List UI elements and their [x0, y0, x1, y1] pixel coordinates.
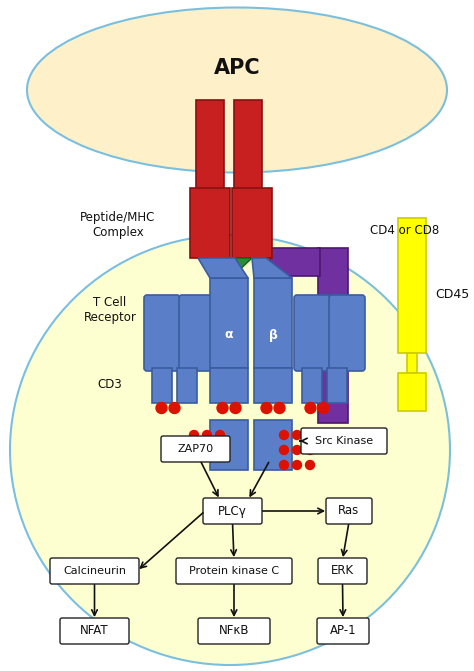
- Text: ERK: ERK: [331, 564, 354, 578]
- Bar: [398, 218, 426, 353]
- Circle shape: [318, 403, 329, 413]
- Circle shape: [292, 431, 301, 440]
- FancyBboxPatch shape: [60, 618, 129, 644]
- Text: CD45: CD45: [435, 289, 469, 301]
- Polygon shape: [210, 258, 252, 278]
- Bar: [232, 188, 272, 258]
- Bar: [210, 420, 248, 470]
- Text: PLCγ: PLCγ: [218, 505, 247, 517]
- Text: NFAT: NFAT: [80, 625, 109, 637]
- Text: APC: APC: [214, 58, 260, 78]
- Circle shape: [217, 403, 228, 413]
- FancyBboxPatch shape: [329, 295, 365, 371]
- Text: Protein kinase C: Protein kinase C: [189, 566, 279, 576]
- Circle shape: [306, 460, 315, 470]
- FancyBboxPatch shape: [179, 295, 215, 371]
- Bar: [407, 353, 417, 373]
- Circle shape: [292, 460, 301, 470]
- Bar: [210, 368, 248, 403]
- Polygon shape: [252, 258, 292, 278]
- Text: Peptide/MHC
Complex: Peptide/MHC Complex: [80, 211, 155, 239]
- FancyBboxPatch shape: [176, 558, 292, 584]
- FancyBboxPatch shape: [203, 498, 262, 524]
- Bar: [196, 100, 224, 190]
- Circle shape: [306, 446, 315, 454]
- Text: Calcineurin: Calcineurin: [63, 566, 126, 576]
- Bar: [254, 420, 292, 470]
- Text: ZAP70: ZAP70: [177, 444, 214, 454]
- Bar: [152, 368, 172, 403]
- Circle shape: [306, 431, 315, 440]
- Circle shape: [216, 431, 225, 440]
- FancyBboxPatch shape: [161, 436, 230, 462]
- Bar: [398, 373, 426, 411]
- FancyBboxPatch shape: [326, 498, 372, 524]
- Text: CD4 or CD8: CD4 or CD8: [370, 223, 439, 236]
- Circle shape: [280, 446, 289, 454]
- Bar: [254, 368, 292, 403]
- Text: Src Kinase: Src Kinase: [315, 436, 373, 446]
- Text: Ras: Ras: [338, 505, 360, 517]
- Bar: [254, 278, 292, 368]
- Text: T Cell
Receptor: T Cell Receptor: [83, 296, 137, 324]
- Circle shape: [280, 431, 289, 440]
- Circle shape: [230, 403, 241, 413]
- Text: β: β: [269, 329, 277, 342]
- Circle shape: [202, 431, 211, 440]
- Bar: [270, 248, 320, 276]
- FancyBboxPatch shape: [50, 558, 139, 584]
- Bar: [177, 368, 197, 403]
- Bar: [190, 188, 230, 258]
- Bar: [318, 248, 348, 423]
- FancyBboxPatch shape: [318, 558, 367, 584]
- Polygon shape: [198, 258, 248, 278]
- Circle shape: [305, 403, 316, 413]
- Circle shape: [169, 403, 180, 413]
- Text: AP-1: AP-1: [330, 625, 356, 637]
- Circle shape: [274, 403, 285, 413]
- Ellipse shape: [27, 7, 447, 172]
- Text: α: α: [225, 329, 233, 342]
- Text: CD3: CD3: [98, 378, 122, 391]
- Bar: [327, 368, 347, 403]
- Circle shape: [292, 446, 301, 454]
- Circle shape: [156, 403, 167, 413]
- Circle shape: [261, 403, 272, 413]
- FancyBboxPatch shape: [144, 295, 180, 371]
- FancyBboxPatch shape: [198, 618, 270, 644]
- FancyBboxPatch shape: [301, 428, 387, 454]
- FancyBboxPatch shape: [294, 295, 330, 371]
- Text: NFκB: NFκB: [219, 625, 249, 637]
- Bar: [210, 278, 248, 368]
- Ellipse shape: [10, 235, 450, 665]
- FancyBboxPatch shape: [317, 618, 369, 644]
- Bar: [234, 100, 262, 190]
- Circle shape: [190, 431, 199, 440]
- Circle shape: [280, 460, 289, 470]
- Bar: [302, 368, 322, 403]
